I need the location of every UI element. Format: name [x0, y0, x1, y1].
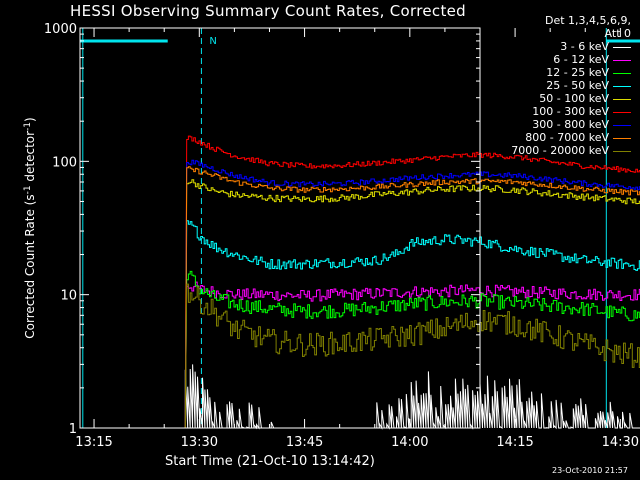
x-tick-label: 14:15 — [496, 435, 533, 450]
legend-rows: 3 - 6 keV 6 - 12 keV 12 - 25 keV 25 - 50 ke… — [483, 40, 633, 157]
legend-swatch — [613, 112, 631, 113]
y-axis-label-part: ) — [23, 117, 37, 122]
x-tick-label: 13:15 — [75, 435, 112, 450]
legend-label: 300 - 800 keV — [532, 118, 609, 131]
legend-entry: 100 - 300 keV — [483, 105, 633, 118]
legend-swatch — [613, 99, 631, 100]
x-tick-label: 13:30 — [181, 435, 218, 450]
y-tick-label: 1000 — [44, 22, 77, 37]
legend-label: 800 - 7000 keV — [525, 131, 609, 144]
legend-header-line-2: Att 0 — [604, 27, 631, 40]
legend-label: 25 - 50 keV — [546, 79, 609, 92]
chart-title: HESSI Observing Summary Count Rates, Cor… — [70, 2, 466, 20]
x-tick-label: 14:30 — [602, 435, 639, 450]
series-800-7000-kev — [184, 166, 640, 429]
legend-entry: 800 - 7000 keV — [483, 131, 633, 144]
legend: Det 1,3,4,5,6,9, Att 0 3 - 6 keV 6 - 12 k… — [483, 14, 633, 157]
y-axis-label: Corrected Count Rate (s-1 detector-1) — [23, 117, 37, 338]
y-tick-label: 10 — [60, 289, 77, 304]
legend-label: 50 - 100 keV — [539, 92, 609, 105]
legend-swatch — [613, 138, 631, 139]
legend-entry: 50 - 100 keV — [483, 92, 633, 105]
y-axis-label-part: Corrected Count Rate (s — [23, 194, 37, 338]
legend-entry: 6 - 12 keV — [483, 53, 633, 66]
y-axis-label-superscript: -1 — [23, 122, 33, 131]
x-tick-label: 14:00 — [391, 435, 428, 450]
legend-swatch — [613, 151, 631, 152]
legend-label: 6 - 12 keV — [553, 53, 609, 66]
legend-label: 3 - 6 keV — [560, 40, 609, 53]
markers-layer: N — [80, 28, 640, 428]
series-layer — [184, 135, 640, 430]
legend-header-line-1: Det 1,3,4,5,6,9, — [544, 14, 631, 27]
legend-swatch — [613, 86, 631, 87]
legend-entry: 25 - 50 keV — [483, 79, 633, 92]
legend-swatch — [613, 47, 631, 48]
plot-timestamp: 23-Oct-2010 21:57 — [552, 466, 628, 475]
y-axis-label-superscript: -1 — [23, 185, 33, 194]
series-12-25-kev — [184, 270, 640, 429]
legend-entry: 300 - 800 keV — [483, 118, 633, 131]
x-axis-label: Start Time (21-Oct-10 13:14:42) — [165, 454, 375, 469]
y-axis-label-part: detector — [23, 131, 37, 186]
legend-entry: 3 - 6 keV — [483, 40, 633, 53]
series-25-50-kev — [184, 220, 640, 429]
legend-swatch — [613, 73, 631, 74]
series-50-100-kev — [184, 179, 640, 429]
y-tick-label: 1 — [69, 422, 77, 437]
legend-swatch — [613, 125, 631, 126]
plot-frame — [79, 27, 481, 429]
legend-label: 100 - 300 keV — [532, 105, 609, 118]
legend-entry: 12 - 25 keV — [483, 66, 633, 79]
x-tick-label: 13:45 — [286, 435, 323, 450]
bar-label: N — [209, 36, 216, 47]
series-300-800-kev — [184, 159, 640, 429]
series-7000-20000-kev — [184, 283, 640, 429]
legend-label: 7000 - 20000 keV — [511, 144, 609, 157]
legend-label: 12 - 25 keV — [546, 66, 609, 79]
series-3-6-kev — [184, 364, 640, 430]
legend-entry: 7000 - 20000 keV — [483, 144, 633, 157]
legend-swatch — [613, 60, 631, 61]
y-tick-label: 100 — [52, 155, 77, 170]
series-100-300-kev — [184, 135, 640, 429]
